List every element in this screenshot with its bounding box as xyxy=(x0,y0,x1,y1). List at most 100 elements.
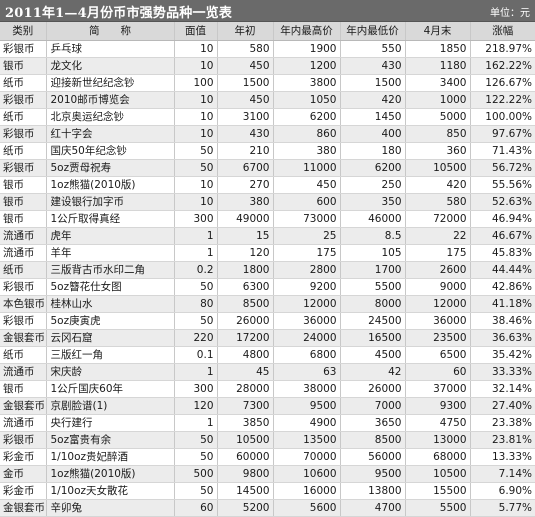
cell-category: 彩银币 xyxy=(0,40,47,58)
table-row: 银币 1公斤国庆60年 300 28000 38000 26000 37000 32.14% xyxy=(0,380,535,398)
cell-year-high: 6800 xyxy=(273,346,341,364)
cell-start-price: 5200 xyxy=(217,499,274,517)
cell-april-end: 2600 xyxy=(405,261,471,279)
cell-year-low: 42 xyxy=(340,363,406,381)
cell-april-end: 22 xyxy=(405,227,471,245)
cell-category: 彩银币 xyxy=(0,125,47,143)
title-bar: 2011年1—4月份币市强势品种一览表 单位：元 xyxy=(0,0,535,22)
cell-gain: 55.56% xyxy=(470,176,535,194)
cell-face-value: 120 xyxy=(174,397,218,415)
cell-name: 1oz熊猫(2010版) xyxy=(46,176,175,194)
cell-year-high: 25 xyxy=(273,227,341,245)
cell-year-low: 350 xyxy=(340,193,406,211)
cell-april-end: 12000 xyxy=(405,295,471,313)
table-row: 金币 1oz熊猫(2010版) 500 9800 10600 9500 10500 7.14% xyxy=(0,465,535,483)
table-row: 流通币 虎年 1 15 25 8.5 22 46.67% xyxy=(0,227,535,245)
cell-name: 1/10oz天女散花 xyxy=(46,482,175,500)
cell-gain: 38.46% xyxy=(470,312,535,330)
cell-start-price: 14500 xyxy=(217,482,274,500)
cell-year-low: 4700 xyxy=(340,499,406,517)
cell-face-value: 1 xyxy=(174,363,218,381)
header-row: 类别 简 称 面值 年初 年内最高价 年内最低价 4月末 涨幅 xyxy=(0,22,535,41)
cell-year-high: 38000 xyxy=(273,380,341,398)
cell-gain: 44.44% xyxy=(470,261,535,279)
cell-name: 5oz庚寅虎 xyxy=(46,312,175,330)
cell-name: 央行建行 xyxy=(46,414,175,432)
cell-name: 龙文化 xyxy=(46,57,175,75)
cell-gain: 45.83% xyxy=(470,244,535,262)
cell-face-value: 10 xyxy=(174,91,218,109)
cell-year-low: 1450 xyxy=(340,108,406,126)
cell-april-end: 36000 xyxy=(405,312,471,330)
cell-start-price: 120 xyxy=(217,244,274,262)
header-start-price: 年初 xyxy=(217,22,274,41)
cell-april-end: 580 xyxy=(405,193,471,211)
cell-year-low: 56000 xyxy=(340,448,406,466)
cell-category: 金银套币 xyxy=(0,397,47,415)
cell-year-low: 8000 xyxy=(340,295,406,313)
cell-april-end: 6500 xyxy=(405,346,471,364)
cell-year-high: 860 xyxy=(273,125,341,143)
table-row: 彩银币 5oz贾母祝寿 50 6700 11000 6200 10500 56.72% xyxy=(0,159,535,177)
cell-face-value: 10 xyxy=(174,57,218,75)
cell-gain: 52.63% xyxy=(470,193,535,211)
cell-year-high: 2800 xyxy=(273,261,341,279)
table-row: 彩银币 乒乓球 10 580 1900 550 1850 218.97% xyxy=(0,40,535,58)
cell-start-price: 6300 xyxy=(217,278,274,296)
cell-face-value: 300 xyxy=(174,210,218,228)
cell-category: 纸币 xyxy=(0,346,47,364)
cell-name: 宋庆龄 xyxy=(46,363,175,381)
table-row: 彩金币 1/10oz天女散花 50 14500 16000 13800 15500 6.90% xyxy=(0,482,535,500)
cell-april-end: 72000 xyxy=(405,210,471,228)
cell-gain: 13.33% xyxy=(470,448,535,466)
table-row: 流通币 央行建行 1 3850 4900 3650 4750 23.38% xyxy=(0,414,535,432)
cell-start-price: 580 xyxy=(217,40,274,58)
cell-year-high: 380 xyxy=(273,142,341,160)
cell-name: 京剧脸谱(1) xyxy=(46,397,175,415)
cell-name: 5oz富贵有余 xyxy=(46,431,175,449)
cell-gain: 42.86% xyxy=(470,278,535,296)
cell-year-low: 420 xyxy=(340,91,406,109)
cell-category: 彩银币 xyxy=(0,278,47,296)
cell-face-value: 80 xyxy=(174,295,218,313)
table-row: 银币 1公斤取得真经 300 49000 73000 46000 72000 46.94% xyxy=(0,210,535,228)
cell-gain: 7.14% xyxy=(470,465,535,483)
cell-start-price: 450 xyxy=(217,57,274,75)
table-row: 彩银币 5oz富贵有余 50 10500 13500 8500 13000 23.81% xyxy=(0,431,535,449)
table-body: 彩银币 乒乓球 10 580 1900 550 1850 218.97% 银币 龙文化 10 450 1… xyxy=(0,40,535,517)
cell-april-end: 68000 xyxy=(405,448,471,466)
cell-april-end: 420 xyxy=(405,176,471,194)
cell-april-end: 1000 xyxy=(405,91,471,109)
table-row: 金银套币 云冈石窟 220 17200 24000 16500 23500 36.63% xyxy=(0,329,535,347)
cell-category: 银币 xyxy=(0,380,47,398)
cell-name: 1/10oz贵妃醉酒 xyxy=(46,448,175,466)
cell-year-low: 26000 xyxy=(340,380,406,398)
cell-face-value: 60 xyxy=(174,499,218,517)
cell-name: 国庆50年纪念钞 xyxy=(46,142,175,160)
cell-name: 5oz贾母祝寿 xyxy=(46,159,175,177)
cell-category: 彩银币 xyxy=(0,91,47,109)
cell-name: 羊年 xyxy=(46,244,175,262)
cell-start-price: 28000 xyxy=(217,380,274,398)
cell-year-low: 1700 xyxy=(340,261,406,279)
cell-start-price: 210 xyxy=(217,142,274,160)
cell-face-value: 220 xyxy=(174,329,218,347)
cell-start-price: 15 xyxy=(217,227,274,245)
cell-start-price: 6700 xyxy=(217,159,274,177)
cell-year-low: 5500 xyxy=(340,278,406,296)
cell-year-low: 13800 xyxy=(340,482,406,500)
cell-gain: 56.72% xyxy=(470,159,535,177)
cell-april-end: 1180 xyxy=(405,57,471,75)
cell-gain: 218.97% xyxy=(470,40,535,58)
cell-start-price: 4800 xyxy=(217,346,274,364)
cell-april-end: 10500 xyxy=(405,159,471,177)
cell-april-end: 1850 xyxy=(405,40,471,58)
table-row: 纸币 国庆50年纪念钞 50 210 380 180 360 71.43% xyxy=(0,142,535,160)
cell-category: 银币 xyxy=(0,176,47,194)
cell-name: 2010邮币博览会 xyxy=(46,91,175,109)
cell-year-low: 3650 xyxy=(340,414,406,432)
cell-start-price: 380 xyxy=(217,193,274,211)
cell-category: 彩银币 xyxy=(0,312,47,330)
cell-start-price: 9800 xyxy=(217,465,274,483)
cell-year-high: 12000 xyxy=(273,295,341,313)
